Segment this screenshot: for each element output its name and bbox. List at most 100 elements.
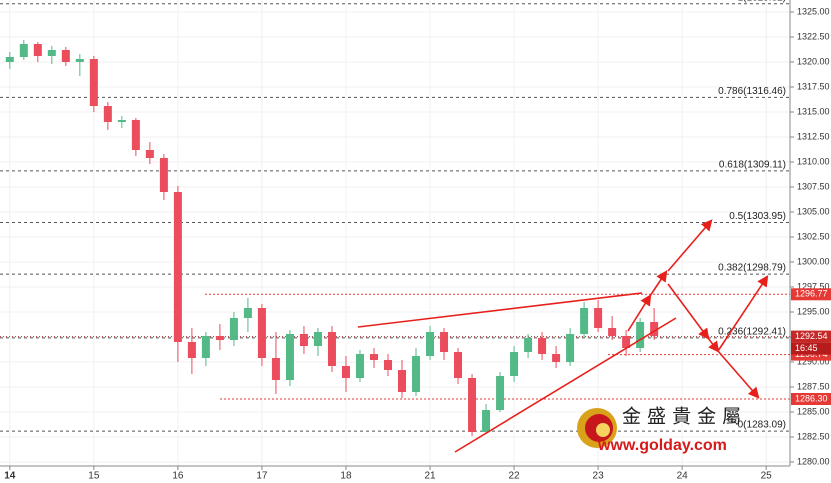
candle-body xyxy=(383,360,392,370)
candle-body xyxy=(257,308,266,358)
candle-body xyxy=(482,410,491,432)
arrow xyxy=(649,270,668,297)
candle-body xyxy=(103,106,112,122)
candle-body xyxy=(341,366,350,378)
candle-body xyxy=(47,50,56,56)
y-tick-label: 1307.50 xyxy=(797,181,830,191)
price-label: 1286.30 xyxy=(795,393,828,403)
x-tick-label: 18 xyxy=(340,471,352,482)
watermark: 金 盛 貴 金 屬 www.golday.com xyxy=(577,406,741,454)
x-tick-label: 21 xyxy=(424,471,436,482)
watermark-name: 金 盛 貴 金 屬 xyxy=(622,406,741,428)
x-tick-label: 22 xyxy=(508,471,520,482)
candle-body xyxy=(580,308,589,334)
watermark-url: www.golday.com xyxy=(597,437,727,454)
candle-body xyxy=(89,59,98,106)
countdown: 16:45 xyxy=(795,343,818,353)
price-label-box xyxy=(791,393,831,405)
y-tick-label: 1282.50 xyxy=(797,431,830,441)
candle-body xyxy=(412,356,421,392)
y-tick-label: 1285.00 xyxy=(797,406,830,416)
fib-label: 0.786(1316.46) xyxy=(718,86,786,97)
trend-line xyxy=(357,292,643,328)
fib-label: 0(1283.09) xyxy=(738,420,786,431)
candle-body xyxy=(327,332,336,366)
candle-body xyxy=(187,342,196,358)
candle-body xyxy=(440,332,449,352)
candle-body xyxy=(131,120,140,150)
candles xyxy=(5,40,659,436)
y-tick-label: 1320.00 xyxy=(797,56,830,66)
y-tick-label: 1287.50 xyxy=(797,381,830,391)
fib-label: 0.618(1309.11) xyxy=(719,160,786,171)
logo xyxy=(596,423,610,437)
x-tick-label: 17 xyxy=(256,471,268,482)
candle-body xyxy=(117,120,126,122)
trend-line xyxy=(454,317,677,453)
y-tick-label: 1302.50 xyxy=(797,231,830,241)
candle-body xyxy=(524,338,533,352)
candle-body xyxy=(566,334,575,362)
candle-body xyxy=(636,322,645,348)
y-tick-label: 1305.00 xyxy=(797,206,830,216)
candle-body xyxy=(229,318,238,340)
candle-body xyxy=(299,334,308,346)
candle-body xyxy=(145,150,154,158)
y-tick-label: 1295.00 xyxy=(797,306,830,316)
candle-body xyxy=(552,354,561,362)
fib-label: 0.5(1303.95) xyxy=(729,211,786,222)
candle-body xyxy=(61,50,70,62)
x-tick-label: 14 xyxy=(4,471,16,482)
arrow xyxy=(627,294,652,332)
fib-label: 1(1325.82) xyxy=(738,0,786,3)
candle-body xyxy=(19,44,28,57)
fib-label: 0.236(1292.41) xyxy=(718,327,786,338)
arrow xyxy=(707,337,720,353)
candle-body xyxy=(243,308,252,318)
candle-body xyxy=(398,370,407,392)
candle-body xyxy=(538,338,547,354)
x-tick-label: 15 xyxy=(88,471,100,482)
x-tick-label: 24 xyxy=(677,471,689,482)
arrow xyxy=(667,283,710,340)
price-label-box xyxy=(791,288,831,301)
candle-body xyxy=(75,59,84,62)
arrow xyxy=(667,219,713,272)
price-label: 1296.77 xyxy=(795,289,828,299)
y-tick-label: 1310.00 xyxy=(797,156,830,166)
y-tick-label: 1315.00 xyxy=(797,106,830,116)
x-axis-panel xyxy=(0,466,831,483)
candle-body xyxy=(608,328,617,336)
candle-body xyxy=(650,322,659,336)
candle-body xyxy=(594,308,603,328)
x-tick-label: 16 xyxy=(172,471,184,482)
y-tick-label: 1312.50 xyxy=(797,131,830,141)
x-tick-label: 25 xyxy=(761,471,773,482)
candle-body xyxy=(173,192,182,342)
fib-label: 0.382(1298.79) xyxy=(718,263,786,274)
candle-body xyxy=(468,378,477,432)
candle-body xyxy=(201,336,210,358)
candle-body xyxy=(622,336,631,348)
y-tick-label: 1290.00 xyxy=(797,356,830,366)
countdown-box xyxy=(791,342,831,355)
candle-body xyxy=(159,158,168,192)
candle-body xyxy=(271,358,280,380)
candle-body xyxy=(285,334,294,380)
y-tick-label: 1297.50 xyxy=(797,281,830,291)
arrow xyxy=(717,350,760,399)
y-tick-label: 1300.00 xyxy=(797,256,830,266)
y-tick-label: 1317.50 xyxy=(797,81,830,91)
y-tick-label: 1325.00 xyxy=(797,6,830,16)
candle-body xyxy=(215,336,224,340)
arrow xyxy=(717,275,769,352)
candle-body xyxy=(454,352,463,378)
candle-body xyxy=(496,376,505,410)
last-price-box xyxy=(791,330,831,343)
candle-body xyxy=(313,332,322,346)
candle-body xyxy=(355,354,364,378)
candle-body xyxy=(369,354,378,360)
annotations xyxy=(357,219,769,453)
